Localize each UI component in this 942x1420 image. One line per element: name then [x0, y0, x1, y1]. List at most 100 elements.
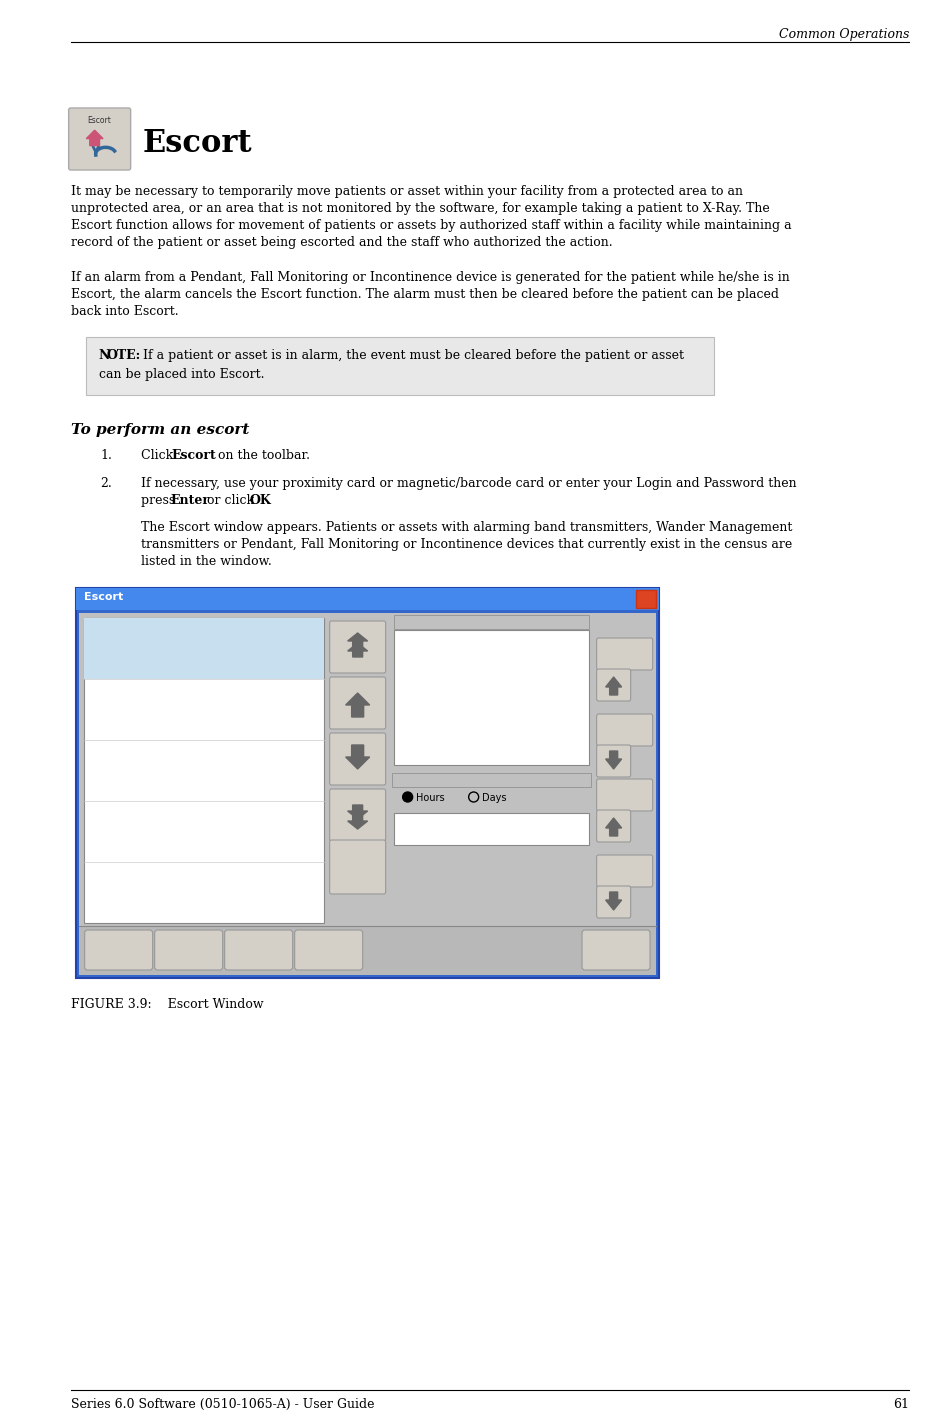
Text: back into Escort.: back into Escort.: [71, 305, 178, 318]
Polygon shape: [346, 693, 369, 717]
Text: Transmitter : 785: Transmitter : 785: [89, 882, 167, 890]
Text: Transmitter : 57: Transmitter : 57: [89, 638, 161, 648]
Text: Next: Next: [613, 723, 636, 733]
FancyBboxPatch shape: [596, 746, 630, 777]
Text: Weekend Pass: Weekend Pass: [398, 672, 473, 682]
Text: Transmitter : 7_: Transmitter : 7_: [89, 760, 160, 770]
Bar: [86, 337, 714, 395]
Bar: [84, 618, 324, 923]
Text: on the toolbar.: on the toolbar.: [214, 449, 310, 462]
Bar: [636, 589, 656, 608]
Polygon shape: [606, 677, 622, 694]
Text: Harrico, Jk: Harrico, Jk: [89, 809, 139, 819]
Text: Days: Days: [481, 792, 506, 802]
Text: Enter: Enter: [171, 494, 210, 507]
Text: Transmitter : 58: Transmitter : 58: [89, 699, 161, 709]
Text: 61: 61: [893, 1399, 909, 1411]
FancyBboxPatch shape: [69, 108, 131, 170]
FancyBboxPatch shape: [224, 930, 293, 970]
FancyBboxPatch shape: [154, 930, 222, 970]
Bar: [394, 814, 589, 845]
FancyBboxPatch shape: [330, 733, 385, 785]
Text: Scott, Sonya: Scott, Sonya: [89, 687, 151, 697]
Text: Prev: Prev: [614, 648, 635, 657]
FancyBboxPatch shape: [85, 930, 153, 970]
Text: Escort: Escort: [84, 592, 122, 602]
Text: unprotected area, or an area that is not monitored by the software, for example : unprotected area, or an area that is not…: [71, 202, 770, 214]
Text: Multiple: Multiple: [338, 868, 377, 878]
Text: Ronda, Jon: Ronda, Jon: [89, 626, 141, 636]
Text: transmitters or Pendant, Fall Monitoring or Incontinence devices that currently : transmitters or Pendant, Fall Monitoring…: [140, 538, 792, 551]
Text: Click: Click: [140, 449, 177, 462]
Polygon shape: [348, 815, 367, 829]
FancyBboxPatch shape: [596, 669, 630, 701]
Text: Common Operations: Common Operations: [779, 28, 909, 41]
FancyBboxPatch shape: [596, 886, 630, 917]
Text: The Escort window appears. Patients or assets with alarming band transmitters, W: The Escort window appears. Patients or a…: [140, 521, 792, 534]
Text: Increase: Increase: [606, 788, 643, 797]
Text: Church: Church: [398, 636, 436, 646]
Text: It may be necessary to temporarily move patients or asset within your facility f: It may be necessary to temporarily move …: [71, 185, 742, 197]
Text: To perform an escort: To perform an escort: [71, 423, 249, 437]
Text: OK: OK: [250, 494, 271, 507]
Text: Escort: Escort: [142, 128, 252, 159]
Text: Destination: Destination: [398, 618, 454, 628]
Text: Decrease: Decrease: [604, 863, 646, 873]
Text: Escort Duration: Escort Duration: [398, 775, 474, 785]
Text: Escort: Escort: [88, 116, 111, 125]
Text: 1 Hour: 1 Hour: [457, 821, 525, 839]
Bar: [394, 615, 589, 629]
Bar: [78, 926, 656, 976]
Text: If a patient or asset is in alarm, the event must be cleared before the patient : If a patient or asset is in alarm, the e…: [138, 349, 684, 362]
Bar: [394, 630, 589, 765]
Bar: [78, 613, 656, 976]
Text: Escort: Escort: [171, 941, 206, 951]
FancyBboxPatch shape: [596, 638, 653, 670]
Text: .: .: [266, 494, 269, 507]
Text: 2.: 2.: [101, 477, 112, 490]
Polygon shape: [606, 751, 622, 770]
Text: If necessary, use your proximity card or magnetic/barcode card or enter your Log: If necessary, use your proximity card or…: [140, 477, 796, 490]
Text: Cancel: Cancel: [239, 941, 278, 951]
Polygon shape: [346, 746, 369, 770]
Polygon shape: [348, 805, 367, 819]
Text: Reset: Reset: [315, 939, 342, 949]
Text: FIGURE 3.9:    Escort Window: FIGURE 3.9: Escort Window: [71, 998, 263, 1011]
Text: or click: or click: [203, 494, 258, 507]
Text: can be placed into Escort.: can be placed into Escort.: [99, 368, 264, 381]
Text: Slot: 505: Slot: 505: [89, 832, 130, 841]
Text: Duration: Duration: [307, 949, 350, 959]
Text: Slot: 501: Slot: 501: [89, 893, 130, 902]
Polygon shape: [348, 633, 367, 648]
Text: Escort, the alarm cancels the Escort function. The alarm must then be cleared be: Escort, the alarm cancels the Escort fun…: [71, 288, 779, 301]
Text: Evans, Ja: Evans, Ja: [89, 748, 134, 758]
Text: listed in the window.: listed in the window.: [140, 555, 271, 568]
FancyBboxPatch shape: [295, 930, 363, 970]
Text: Slot: 3.1: Slot: 3.1: [89, 710, 127, 719]
FancyBboxPatch shape: [596, 780, 653, 811]
FancyBboxPatch shape: [330, 841, 385, 895]
Text: N: N: [99, 349, 110, 362]
FancyBboxPatch shape: [330, 677, 385, 728]
Text: Series 6.0 Software (0510-1065-A) - User Guide: Series 6.0 Software (0510-1065-A) - User…: [71, 1399, 374, 1411]
Text: Hours: Hours: [415, 792, 445, 802]
Polygon shape: [606, 818, 622, 836]
FancyBboxPatch shape: [330, 790, 385, 841]
Bar: [84, 618, 324, 679]
Text: Help: Help: [106, 941, 131, 951]
Text: X: X: [642, 594, 650, 604]
FancyBboxPatch shape: [330, 621, 385, 673]
Text: Slot: 505: Slot: 505: [89, 771, 130, 780]
Text: record of the patient or asset being escorted and the staff who authorized the a: record of the patient or asset being esc…: [71, 236, 612, 248]
Polygon shape: [606, 892, 622, 910]
Text: OTE:: OTE:: [106, 349, 141, 362]
Circle shape: [402, 792, 413, 802]
FancyBboxPatch shape: [582, 930, 650, 970]
Bar: [75, 588, 659, 978]
Text: Room: 500: Room: 500: [89, 649, 138, 657]
FancyBboxPatch shape: [596, 809, 630, 842]
Text: 1.: 1.: [101, 449, 112, 462]
Text: press: press: [140, 494, 179, 507]
Polygon shape: [348, 643, 367, 657]
Text: Harris, Mered: Harris, Mered: [89, 870, 155, 880]
